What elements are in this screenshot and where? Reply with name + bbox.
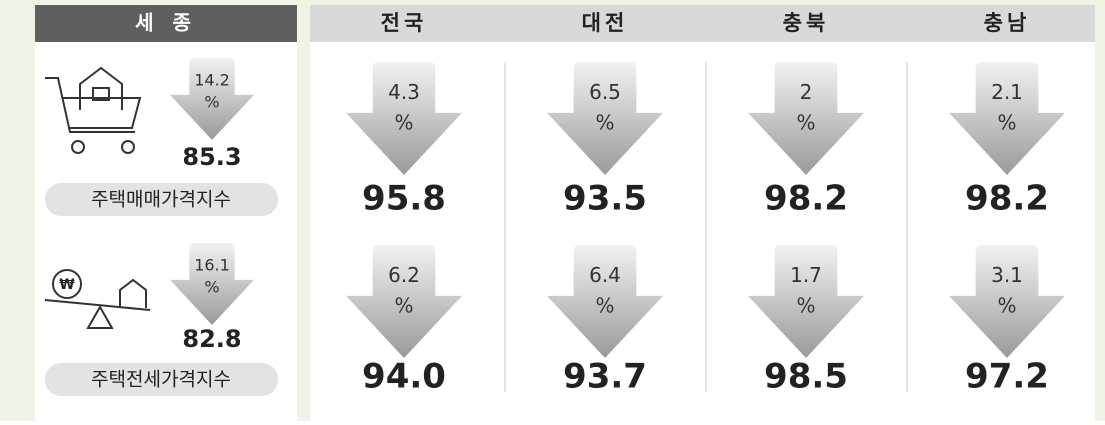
change-value: 2.1 — [991, 80, 1023, 104]
currency-symbol: ₩ — [59, 277, 75, 293]
change-unit: % — [595, 111, 614, 135]
left-title: 세 종 — [135, 11, 197, 35]
change-value: 6.4 — [589, 263, 621, 287]
index-value: 82.8 — [182, 325, 241, 353]
change-unit: % — [997, 111, 1016, 135]
down-arrow — [949, 245, 1065, 358]
change-value: 6.5 — [589, 80, 621, 104]
down-arrow — [547, 62, 663, 175]
change-unit: % — [997, 294, 1016, 318]
index-value: 98.2 — [965, 179, 1049, 219]
left-header — [35, 5, 297, 42]
seesaw-icon — [44, 269, 151, 329]
index-value: 98.2 — [764, 179, 848, 219]
right-panel — [310, 5, 1095, 421]
down-arrow — [547, 245, 663, 358]
index-value: 95.8 — [362, 179, 446, 219]
right-header — [310, 5, 1095, 42]
change-value: 2 — [800, 80, 813, 104]
index-value: 94.0 — [362, 357, 446, 397]
down-arrow — [170, 243, 254, 325]
change-unit: % — [796, 294, 815, 318]
change-value: 1.7 — [790, 263, 822, 287]
index-value: 98.5 — [764, 357, 848, 397]
change-value: 16.1 — [194, 255, 230, 274]
down-arrow — [346, 62, 462, 175]
change-value: 3.1 — [991, 263, 1023, 287]
index-value: 97.2 — [965, 357, 1049, 397]
down-arrow — [346, 245, 462, 358]
label-pill — [45, 363, 278, 396]
cart-icon — [45, 66, 142, 154]
index-value: 85.3 — [182, 143, 241, 171]
change-unit: % — [394, 111, 413, 135]
region-name: 전국 — [381, 11, 428, 35]
index-value: 93.7 — [563, 357, 647, 397]
change-value: 4.3 — [388, 80, 420, 104]
region-name: 충남 — [984, 11, 1031, 35]
change-unit: % — [595, 294, 614, 318]
down-arrow — [949, 62, 1065, 175]
change-unit: % — [204, 278, 219, 297]
region-name: 충북 — [783, 11, 830, 35]
down-arrow — [170, 58, 254, 140]
change-unit: % — [204, 93, 219, 112]
region-name: 대전 — [582, 11, 629, 35]
row-label: 주택전세가격지수 — [91, 369, 231, 391]
down-arrow — [748, 245, 864, 358]
label-pill — [45, 183, 278, 216]
row-label: 주택매매가격지수 — [91, 189, 231, 211]
change-value: 6.2 — [388, 263, 420, 287]
change-value: 14.2 — [194, 70, 230, 89]
index-value: 93.5 — [563, 179, 647, 219]
change-unit: % — [796, 111, 815, 135]
down-arrow — [748, 62, 864, 175]
change-unit: % — [394, 294, 413, 318]
